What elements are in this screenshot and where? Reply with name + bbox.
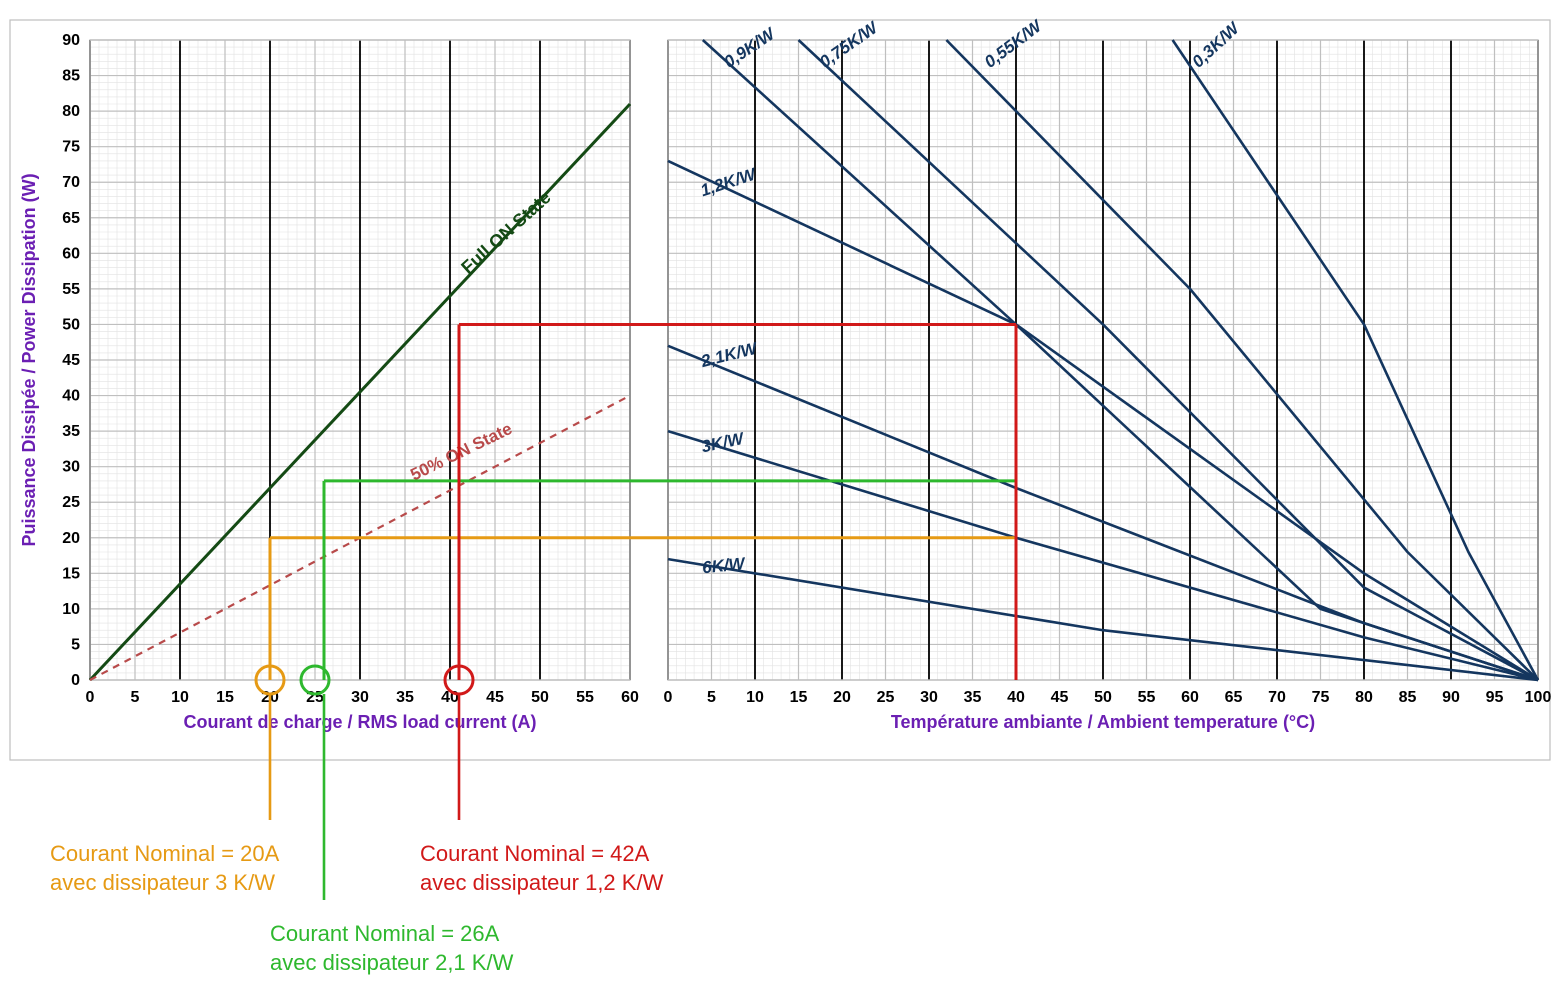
svg-text:15: 15: [790, 689, 808, 706]
svg-text:55: 55: [62, 281, 80, 298]
svg-text:60: 60: [621, 689, 639, 706]
svg-text:20: 20: [62, 530, 80, 547]
svg-text:65: 65: [1225, 689, 1243, 706]
svg-text:85: 85: [62, 68, 80, 85]
svg-text:35: 35: [396, 689, 414, 706]
svg-text:45: 45: [62, 352, 80, 369]
svg-text:50: 50: [62, 316, 80, 333]
svg-text:70: 70: [62, 174, 80, 191]
svg-text:60: 60: [62, 245, 80, 262]
svg-text:100: 100: [1525, 689, 1552, 706]
svg-text:5: 5: [131, 689, 140, 706]
svg-text:0: 0: [71, 672, 80, 689]
svg-text:25: 25: [877, 689, 895, 706]
svg-text:70: 70: [1268, 689, 1286, 706]
svg-text:10: 10: [171, 689, 189, 706]
svg-text:90: 90: [62, 32, 80, 49]
svg-text:65: 65: [62, 210, 80, 227]
annotation-red: Courant Nominal = 42A avec dissipateur 1…: [420, 840, 663, 897]
annotation-red-line2: avec dissipateur 1,2 K/W: [420, 869, 663, 898]
svg-text:80: 80: [62, 103, 80, 120]
svg-text:40: 40: [1007, 689, 1025, 706]
svg-text:5: 5: [707, 689, 716, 706]
svg-text:50: 50: [1094, 689, 1112, 706]
svg-text:30: 30: [351, 689, 369, 706]
svg-text:30: 30: [920, 689, 938, 706]
svg-text:90: 90: [1442, 689, 1460, 706]
svg-text:95: 95: [1486, 689, 1504, 706]
svg-text:45: 45: [1051, 689, 1069, 706]
svg-text:15: 15: [62, 565, 80, 582]
svg-text:Puissance Dissipée / Power Dis: Puissance Dissipée / Power Dissipation (…: [19, 173, 39, 546]
svg-text:40: 40: [62, 388, 80, 405]
svg-text:15: 15: [216, 689, 234, 706]
annotation-orange: Courant Nominal = 20A avec dissipateur 3…: [50, 840, 279, 897]
svg-text:50% ON State: 50% ON State: [407, 419, 515, 485]
svg-text:Température ambiante / Ambient: Température ambiante / Ambient temperatu…: [891, 712, 1315, 732]
svg-text:10: 10: [62, 601, 80, 618]
annotation-green-line1: Courant Nominal = 26A: [270, 920, 513, 949]
svg-text:35: 35: [964, 689, 982, 706]
svg-text:5: 5: [71, 636, 80, 653]
svg-text:85: 85: [1399, 689, 1417, 706]
annotation-green-line2: avec dissipateur 2,1 K/W: [270, 949, 513, 978]
svg-text:45: 45: [486, 689, 504, 706]
svg-text:10: 10: [746, 689, 764, 706]
svg-text:20: 20: [833, 689, 851, 706]
svg-text:80: 80: [1355, 689, 1373, 706]
annotation-orange-line1: Courant Nominal = 20A: [50, 840, 279, 869]
svg-text:60: 60: [1181, 689, 1199, 706]
annotation-red-line1: Courant Nominal = 42A: [420, 840, 663, 869]
svg-text:2,1K/W: 2,1K/W: [698, 338, 760, 371]
svg-text:35: 35: [62, 423, 80, 440]
svg-text:0: 0: [86, 689, 95, 706]
svg-text:25: 25: [62, 494, 80, 511]
svg-text:50: 50: [531, 689, 549, 706]
svg-text:0,75K/W: 0,75K/W: [816, 17, 883, 72]
svg-text:55: 55: [576, 689, 594, 706]
svg-text:75: 75: [62, 139, 80, 156]
svg-text:75: 75: [1312, 689, 1330, 706]
svg-text:30: 30: [62, 459, 80, 476]
svg-text:0: 0: [664, 689, 673, 706]
svg-text:0,9K/W: 0,9K/W: [721, 23, 780, 72]
annotation-green: Courant Nominal = 26A avec dissipateur 2…: [270, 920, 513, 977]
annotation-orange-line2: avec dissipateur 3 K/W: [50, 869, 279, 898]
svg-text:0,55K/W: 0,55K/W: [981, 15, 1047, 71]
svg-text:55: 55: [1138, 689, 1156, 706]
svg-text:Courant de charge / RMS load c: Courant de charge / RMS load current (A): [183, 712, 536, 732]
